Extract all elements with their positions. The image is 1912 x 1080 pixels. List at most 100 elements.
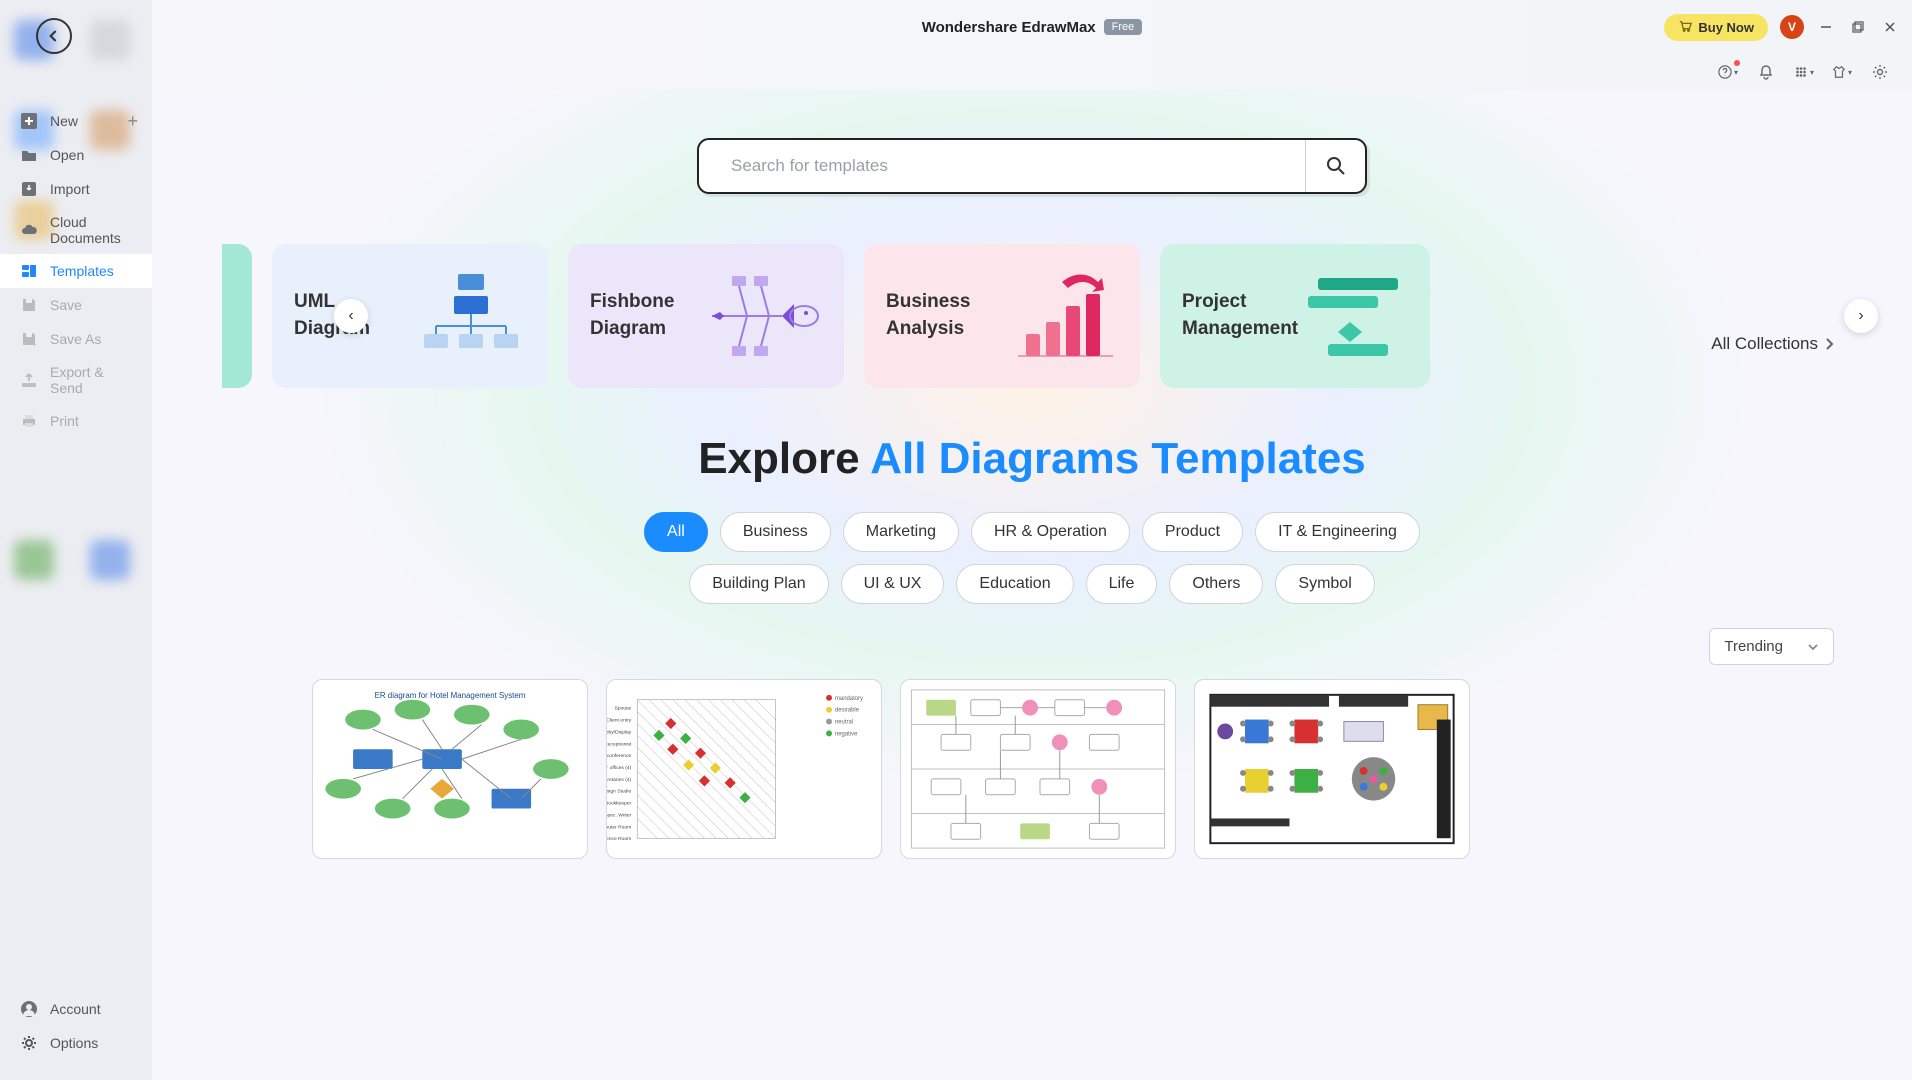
explore-heading: Explore All Diagrams Templates <box>152 434 1912 484</box>
sidebar-item-options[interactable]: Options <box>0 1026 152 1060</box>
filter-pill-others[interactable]: Others <box>1169 564 1263 604</box>
title-right: Buy Now V <box>1664 14 1900 41</box>
sidebar-item-account[interactable]: Account <box>0 992 152 1026</box>
buy-now-button[interactable]: Buy Now <box>1664 14 1768 41</box>
user-icon <box>20 1000 38 1018</box>
filter-pill-it[interactable]: IT & Engineering <box>1255 512 1420 552</box>
fishbone-thumb-icon <box>712 266 822 366</box>
svg-text:Bookkeeper: Bookkeeper <box>607 801 632 807</box>
template-grid: ER diagram for Hotel Management System S… <box>152 679 1912 879</box>
svg-text:desirable: desirable <box>835 708 860 714</box>
collection-card-project[interactable]: Project Management <box>1160 244 1430 388</box>
menu-label: Templates <box>50 263 114 279</box>
carousel-prev-button[interactable]: ‹ <box>334 299 368 333</box>
avatar[interactable]: V <box>1780 15 1804 39</box>
filter-pill-uiux[interactable]: UI & UX <box>841 564 945 604</box>
sidebar-item-templates[interactable]: Templates <box>0 254 152 288</box>
help-icon[interactable]: ▾ <box>1718 62 1738 82</box>
sidebar-item-print: Print <box>0 404 152 438</box>
free-badge: Free <box>1104 19 1143 35</box>
search-button[interactable] <box>1305 140 1365 192</box>
svg-text:mandatory: mandatory <box>835 696 863 702</box>
toolbar-row: ▾ ▾ ▾ <box>152 54 1912 90</box>
gear-icon <box>20 1034 38 1052</box>
collection-card-edge[interactable] <box>222 244 252 388</box>
template-card-floorplan[interactable] <box>1194 679 1470 859</box>
filter-pill-building[interactable]: Building Plan <box>689 564 828 604</box>
settings-icon[interactable] <box>1870 62 1890 82</box>
sidebar-item-saveas: Save As <box>0 322 152 356</box>
template-card-swimlane[interactable] <box>900 679 1176 859</box>
sidebar-item-cloud[interactable]: Cloud Documents <box>0 206 152 254</box>
import-icon <box>20 180 38 198</box>
close-button[interactable] <box>1880 17 1900 37</box>
main: Wondershare EdrawMax Free Buy Now V ▾ ▾ … <box>152 0 1912 1080</box>
save-icon <box>20 296 38 314</box>
sidebar-menu: New + Open Import Cloud Documents Templa… <box>0 104 152 438</box>
shirt-icon[interactable]: ▾ <box>1832 62 1852 82</box>
sort-row: Trending <box>152 628 1912 665</box>
menu-label: Cloud Documents <box>50 214 132 246</box>
folder-icon <box>20 146 38 164</box>
filter-pill-business[interactable]: Business <box>720 512 831 552</box>
menu-label: Print <box>50 413 79 429</box>
collection-card-uml[interactable]: UML Diagram <box>272 244 548 388</box>
svg-text:Client conference: Client conference <box>607 753 632 759</box>
add-new-icon[interactable]: + <box>127 111 138 132</box>
maximize-button[interactable] <box>1848 17 1868 37</box>
sort-label: Trending <box>1724 638 1783 655</box>
svg-text:Receptionist: Receptionist <box>607 741 632 747</box>
svg-text:ER diagram for Hotel Managemen: ER diagram for Hotel Management System <box>375 691 526 700</box>
filter-pill-symbol[interactable]: Symbol <box>1275 564 1374 604</box>
explore-highlight: All Diagrams Templates <box>870 434 1366 483</box>
svg-text:Spouse: Spouse <box>615 706 632 712</box>
explore-prefix: Explore <box>698 434 870 483</box>
svg-text:Spec. Writer: Spec. Writer <box>607 812 632 818</box>
menu-label: Save <box>50 297 82 313</box>
sidebar-item-import[interactable]: Import <box>0 172 152 206</box>
template-card-matrix[interactable]: SpouseClient entryLobby/DisplayReception… <box>606 679 882 859</box>
filter-pill-all[interactable]: All <box>644 512 708 552</box>
titlebar: Wondershare EdrawMax Free Buy Now V <box>152 0 1912 54</box>
menu-label: Export & Send <box>50 364 132 396</box>
menu-label: Open <box>50 147 84 163</box>
buy-now-label: Buy Now <box>1698 20 1754 35</box>
sidebar-item-open[interactable]: Open <box>0 138 152 172</box>
bell-icon[interactable] <box>1756 62 1776 82</box>
collections-carousel: ‹ › UML Diagram Fishbone Diagram <box>152 244 1912 388</box>
minimize-button[interactable] <box>1816 17 1836 37</box>
filter-pill-education[interactable]: Education <box>956 564 1073 604</box>
app-title: Wondershare EdrawMax <box>922 19 1096 36</box>
collection-card-fishbone[interactable]: Fishbone Diagram <box>568 244 844 388</box>
sidebar-item-new[interactable]: New + <box>0 104 152 138</box>
sidebar-bottom: Account Options <box>0 992 152 1060</box>
pm-thumb-icon <box>1298 266 1408 366</box>
title-center: Wondershare EdrawMax Free <box>922 19 1143 36</box>
cloud-icon <box>20 221 38 239</box>
back-button[interactable] <box>36 18 72 54</box>
filter-pill-life[interactable]: Life <box>1086 564 1158 604</box>
svg-text:Secretaries (4): Secretaries (4) <box>607 777 632 783</box>
template-card-erd[interactable]: ER diagram for Hotel Management System <box>312 679 588 859</box>
search-wrap <box>152 138 1912 194</box>
search-input[interactable] <box>731 156 1305 176</box>
sort-dropdown[interactable]: Trending <box>1709 628 1834 665</box>
collection-card-business[interactable]: Business Analysis <box>864 244 1140 388</box>
svg-text:Design Studio: Design Studio <box>607 789 632 795</box>
collection-label: Project Management <box>1182 289 1298 342</box>
menu-label: Options <box>50 1035 98 1051</box>
filter-pills: All Business Marketing HR & Operation Pr… <box>572 512 1492 604</box>
svg-text:Client entry: Client entry <box>607 718 632 724</box>
filter-pill-marketing[interactable]: Marketing <box>843 512 959 552</box>
save-as-icon <box>20 330 38 348</box>
filter-pill-product[interactable]: Product <box>1142 512 1243 552</box>
apps-icon[interactable]: ▾ <box>1794 62 1814 82</box>
menu-label: New <box>50 113 78 129</box>
search-box <box>697 138 1367 194</box>
svg-text:Principals' offices (4): Principals' offices (4) <box>607 765 632 771</box>
filter-pill-hr[interactable]: HR & Operation <box>971 512 1130 552</box>
menu-label: Account <box>50 1001 101 1017</box>
plus-square-icon <box>20 112 38 130</box>
carousel-next-button[interactable]: › <box>1844 299 1878 333</box>
business-thumb-icon <box>1008 266 1118 366</box>
